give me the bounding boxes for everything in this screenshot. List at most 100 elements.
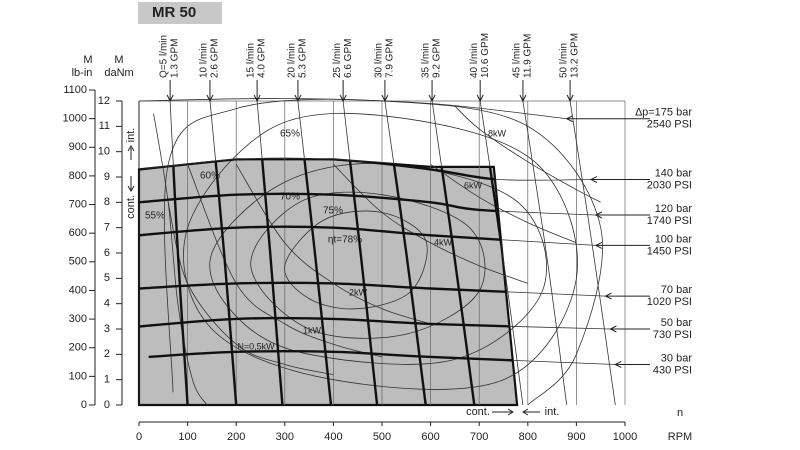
y2-tick-label: 1100	[63, 84, 87, 96]
y2-tick-label: 700	[69, 198, 87, 210]
flow-label-gpm: 1.3 GPM	[170, 39, 181, 78]
y-label-inner-symbol: M	[114, 54, 123, 66]
flow-label: 45 l/min	[512, 43, 523, 78]
pressure-label-bar: 140 bar	[655, 167, 693, 179]
flow-label-gpm: 7.9 GPM	[385, 39, 396, 78]
flow-label: 30 l/min	[374, 43, 385, 78]
y-tick-label: 8	[104, 196, 110, 208]
flow-pointer	[519, 80, 527, 103]
limit-arrows-left	[127, 145, 135, 192]
pressure-pointer	[589, 176, 650, 183]
x-tick-label: 700	[470, 431, 488, 443]
y2-tick-label: 0	[81, 399, 87, 411]
pressure-label-bar: 30 bar	[661, 352, 693, 364]
efficiency-label: 65%	[280, 129, 300, 140]
power-label: 1kW	[303, 325, 322, 335]
flow-label-gpm: 5.3 GPM	[298, 39, 309, 78]
cont-left-label: cont.	[125, 195, 137, 219]
flow-pointer	[381, 80, 389, 103]
power-label: 4kW	[434, 237, 453, 247]
pressure-label-psi: 730 PSI	[653, 329, 692, 341]
y2-tick-label: 500	[69, 256, 87, 268]
flow-label: 35 l/min	[421, 43, 432, 78]
flow-line-continuous	[341, 159, 379, 405]
y-tick-label: 11	[99, 120, 110, 132]
flow-label-gpm: 13.2 GPM	[570, 33, 581, 78]
flow-line-continuous	[255, 159, 284, 405]
pressure-label-bar: 50 bar	[661, 317, 693, 329]
power-curve	[430, 163, 577, 244]
efficiency-label: ηt=78%	[328, 235, 362, 246]
pressure-label-bar: 70 bar	[661, 284, 693, 296]
x-tick-label: 900	[567, 431, 585, 443]
flow-label: Q=5 l/min	[159, 35, 170, 78]
efficiency-contour	[284, 210, 428, 310]
y2-tick-label: 800	[69, 170, 87, 182]
flow-pointer	[476, 80, 484, 103]
x-tick-label: 500	[373, 431, 391, 443]
flow-line-continuous	[383, 159, 427, 405]
y-tick-label: 0	[104, 399, 110, 411]
x-tick-label: 200	[227, 431, 245, 443]
flow-label: 10 l/min	[199, 43, 210, 78]
flow-line	[479, 100, 524, 406]
pressure-label-psi: 2540 PSI	[647, 119, 692, 131]
y2-tick-label: 400	[69, 284, 87, 296]
pressure-label-psi: 2030 PSI	[647, 179, 692, 191]
x-tick-label: 800	[519, 431, 537, 443]
flow-line-continuous	[208, 159, 238, 405]
limit-arrows-bottom	[492, 408, 540, 416]
flow-pointer	[339, 80, 347, 103]
y-tick-label: 10	[98, 146, 110, 158]
y-label-inner-unit: daNm	[104, 67, 133, 79]
flow-label: 15 l/min	[246, 43, 257, 78]
y-label-outer-unit: lb-in	[72, 67, 93, 79]
pressure-curve-continuous	[148, 350, 518, 366]
efficiency-label: 60%	[200, 171, 220, 182]
int-left-label: int.	[125, 128, 137, 143]
y2-tick-label: 900	[69, 141, 87, 153]
y-label-outer-symbol: M	[83, 54, 92, 66]
flow-label: 20 l/min	[287, 43, 298, 78]
flow-line-continuous	[430, 159, 476, 405]
pressure-pointer	[614, 361, 650, 368]
x-axis-symbol: n	[677, 407, 683, 419]
flow-pointer	[566, 80, 574, 103]
y2-tick-label: 100	[69, 370, 87, 382]
y-tick-label: 5	[104, 272, 110, 284]
power-curve	[235, 164, 431, 325]
pressure-pointer	[594, 241, 650, 249]
x-tick-label: 1000	[613, 431, 637, 443]
flow-line	[522, 100, 568, 406]
flow-pointer	[253, 80, 261, 103]
cont-bottom-label: cont.	[466, 406, 490, 418]
flow-label-gpm: 9.2 GPM	[432, 39, 443, 78]
y-tick-label: 7	[104, 222, 110, 234]
efficiency-contour	[250, 191, 486, 339]
efficiency-label: 75%	[323, 206, 343, 217]
flow-line-continuous	[296, 159, 333, 405]
flow-pointer	[206, 80, 214, 103]
pressure-pointer	[594, 211, 650, 219]
flow-label-gpm: 2.6 GPM	[210, 39, 221, 78]
flow-pointer	[294, 80, 302, 103]
y2-tick-label: 200	[69, 342, 87, 354]
y-tick-label: 1	[104, 374, 110, 386]
pressure-label-psi: 1020 PSI	[647, 296, 692, 308]
x-tick-label: 0	[136, 431, 142, 443]
flow-line-continuous	[168, 159, 189, 405]
flow-pointer	[428, 80, 436, 103]
int-bottom-label: int.	[545, 406, 560, 418]
pressure-pointer	[609, 325, 650, 333]
pressure-label-psi: 430 PSI	[653, 364, 692, 376]
y2-tick-label: 600	[69, 227, 87, 239]
flow-label-gpm: 11.9 GPM	[523, 34, 534, 78]
pressure-label-psi: 1740 PSI	[647, 215, 692, 227]
pressure-pointer	[604, 292, 650, 300]
y2-tick-label: 300	[69, 313, 87, 325]
y-tick-label: 12	[98, 95, 110, 107]
power-curve	[333, 164, 528, 284]
pressure-label-bar: ∆p=175 bar	[635, 107, 692, 119]
power-label: 2kW	[349, 287, 368, 297]
